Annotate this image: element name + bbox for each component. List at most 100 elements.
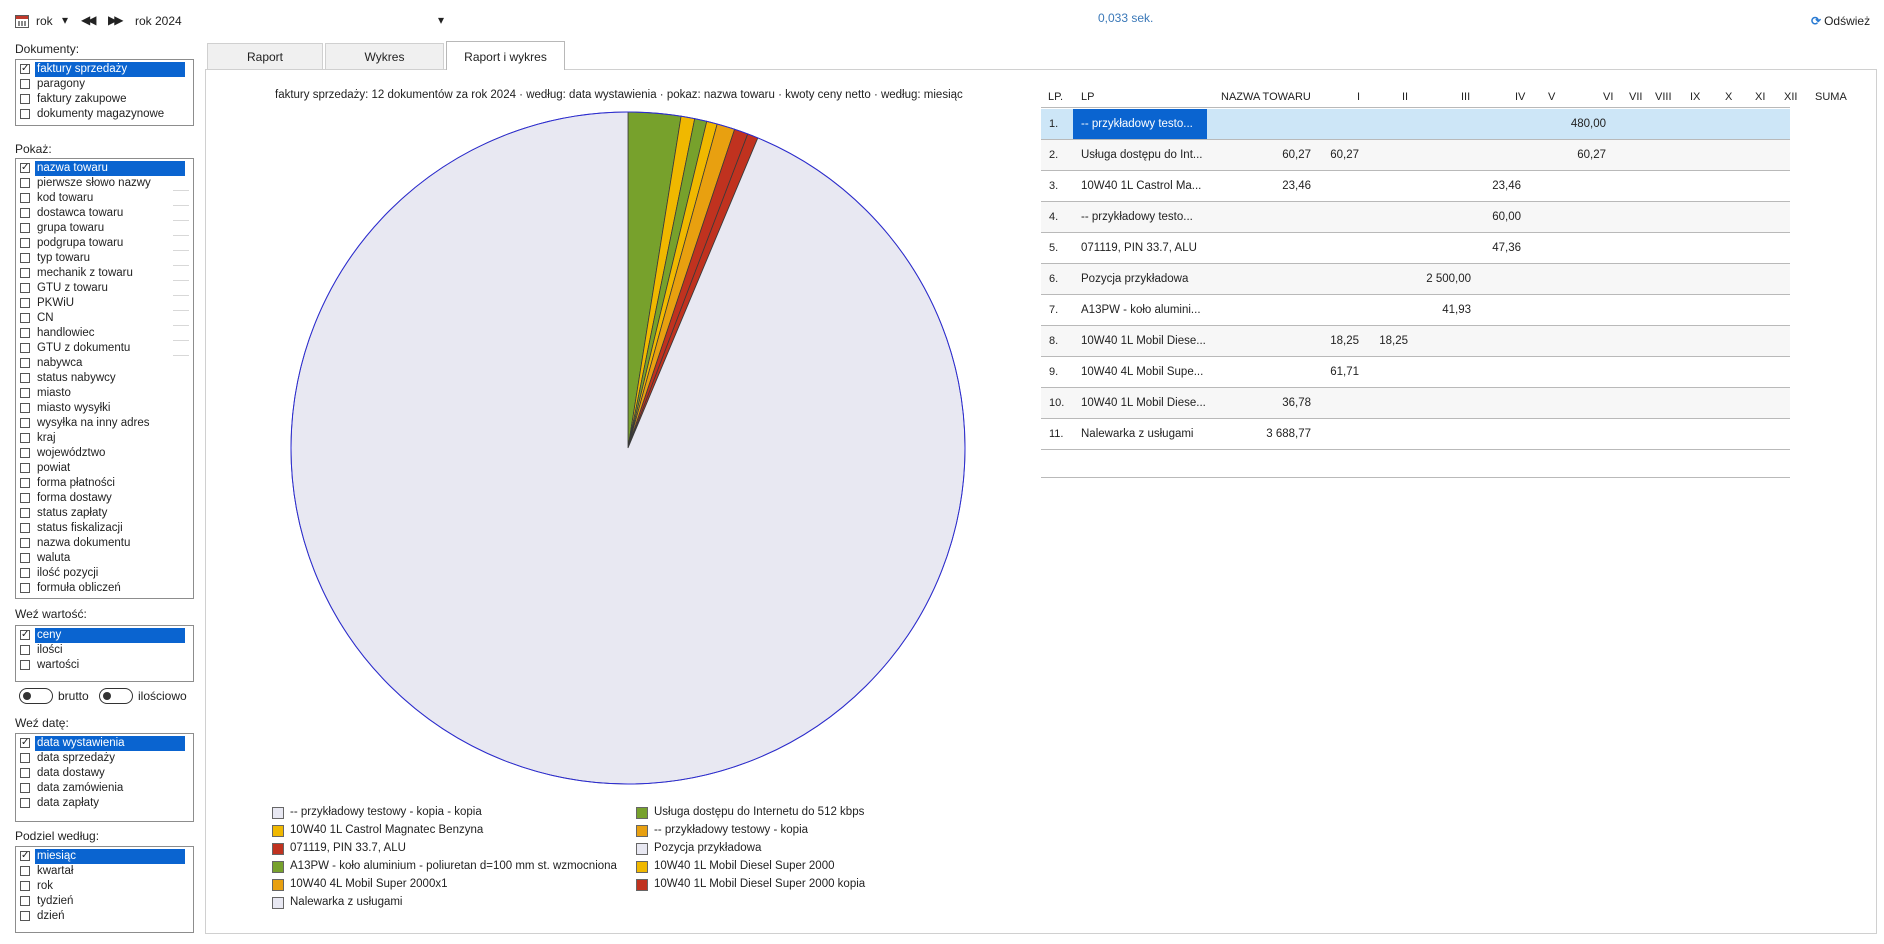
show-option[interactable]: miasto wysyłki [16, 401, 193, 416]
show-option[interactable]: dostawca towaru [16, 206, 193, 221]
product-name-cell[interactable]: A13PW - koło alumini... [1081, 304, 1201, 316]
checkbox[interactable] [20, 493, 30, 503]
checkbox[interactable] [20, 268, 30, 278]
show-option[interactable]: nazwa dokumentu [16, 536, 193, 551]
column-header[interactable]: VIII [1655, 91, 1672, 103]
show-option[interactable]: nazwa towaru [16, 160, 193, 177]
split-option[interactable]: miesiąc [16, 848, 193, 865]
column-header[interactable]: NAZWA TOWARU [1221, 91, 1311, 103]
table-row[interactable]: 7. A13PW - koło alumini... 41,93 [1041, 295, 1790, 326]
checkbox[interactable] [20, 508, 30, 518]
table-row[interactable]: 9. 10W40 4L Mobil Supe... 61,71 [1041, 357, 1790, 388]
checkbox[interactable] [20, 448, 30, 458]
split-option[interactable]: dzień [16, 909, 193, 924]
checkbox[interactable] [20, 253, 30, 263]
column-header[interactable]: LP. [1048, 91, 1064, 103]
column-header[interactable]: IX [1690, 91, 1701, 103]
checkbox[interactable] [20, 798, 30, 808]
split-option[interactable]: tydzień [16, 894, 193, 909]
table-row[interactable]: 11. Nalewarka z usługami 3 688,77 [1041, 419, 1790, 450]
checkbox[interactable] [20, 298, 30, 308]
show-option[interactable]: forma płatności [16, 476, 193, 491]
checkbox[interactable] [20, 328, 30, 338]
checkbox[interactable] [20, 433, 30, 443]
checkbox[interactable] [20, 538, 30, 548]
column-header[interactable]: III [1461, 91, 1471, 103]
checkbox[interactable] [20, 418, 30, 428]
show-option[interactable]: CN [16, 311, 193, 326]
checkbox[interactable] [20, 627, 30, 642]
column-header[interactable]: II [1402, 91, 1409, 103]
product-name-cell[interactable]: -- przykładowy testo... [1081, 211, 1193, 223]
date-option[interactable]: data dostawy [16, 766, 193, 781]
column-header[interactable]: XII [1784, 91, 1798, 103]
period-type-select[interactable]: rok [36, 14, 53, 28]
show-option[interactable]: miasto [16, 386, 193, 401]
checkbox[interactable] [20, 896, 30, 906]
column-header[interactable]: VII [1629, 91, 1643, 103]
checkbox[interactable] [20, 478, 30, 488]
table-row[interactable]: 8. 10W40 1L Mobil Diese... 18,25 18,25 [1041, 326, 1790, 357]
product-name-cell[interactable]: Nalewarka z usługami [1081, 428, 1194, 440]
table-row[interactable]: 4. -- przykładowy testo... 60,00 [1041, 202, 1790, 233]
tab-raport-i-wykres[interactable]: Raport i wykres [446, 41, 565, 70]
show-option[interactable]: GTU z dokumentu [16, 341, 193, 356]
documents-option[interactable]: paragony [16, 77, 193, 92]
checkbox[interactable] [20, 388, 30, 398]
checkbox[interactable] [20, 523, 30, 533]
values-option[interactable]: ceny [16, 627, 193, 644]
checkbox[interactable] [20, 645, 30, 655]
checkbox[interactable] [20, 583, 30, 593]
checkbox[interactable] [20, 753, 30, 763]
checkbox[interactable] [20, 881, 30, 891]
documents-option[interactable]: faktury zakupowe [16, 92, 193, 107]
checkbox[interactable] [20, 735, 30, 750]
values-option[interactable]: wartości [16, 658, 193, 673]
checkbox[interactable] [20, 358, 30, 368]
product-name-cell[interactable]: Usługa dostępu do Int... [1081, 149, 1203, 161]
checkbox[interactable] [20, 553, 30, 563]
checkbox[interactable] [20, 193, 30, 203]
show-option[interactable]: typ towaru [16, 251, 193, 266]
split-option[interactable]: rok [16, 879, 193, 894]
show-option[interactable]: ilość pozycji [16, 566, 193, 581]
show-option[interactable]: kod towaru [16, 191, 193, 206]
brutto-toggle[interactable] [19, 688, 53, 704]
checkbox[interactable] [20, 783, 30, 793]
documents-option[interactable]: dokumenty magazynowe [16, 107, 193, 122]
checkbox[interactable] [20, 94, 30, 104]
date-option[interactable]: data zamówienia [16, 781, 193, 796]
next-icon[interactable]: ▶▶ [108, 13, 124, 27]
product-name-cell[interactable]: 10W40 1L Mobil Diese... [1081, 335, 1206, 347]
split-option[interactable]: kwartał [16, 864, 193, 879]
column-header[interactable]: LP [1081, 91, 1095, 103]
refresh-button[interactable]: ⟳ Odśwież [1811, 14, 1870, 28]
table-row[interactable]: 6. Pozycja przykładowa 2 500,00 [1041, 264, 1790, 295]
show-option[interactable]: nabywca [16, 356, 193, 371]
checkbox[interactable] [20, 61, 30, 76]
show-option[interactable]: podgrupa towaru [16, 236, 193, 251]
checkbox[interactable] [20, 463, 30, 473]
product-name-cell[interactable]: 10W40 1L Mobil Diese... [1081, 397, 1206, 409]
product-name-cell[interactable]: 10W40 1L Castrol Ma... [1081, 180, 1202, 192]
show-option[interactable]: forma dostawy [16, 491, 193, 506]
tab-raport[interactable]: Raport [207, 43, 323, 70]
show-option[interactable]: wysyłka na inny adres [16, 416, 193, 431]
values-option[interactable]: ilości [16, 643, 193, 658]
show-option[interactable]: kraj [16, 431, 193, 446]
checkbox[interactable] [20, 178, 30, 188]
checkbox[interactable] [20, 403, 30, 413]
checkbox[interactable] [20, 79, 30, 89]
dropdown-icon[interactable]: ▾ [62, 13, 69, 27]
show-option[interactable]: grupa towaru [16, 221, 193, 236]
date-option[interactable]: data sprzedaży [16, 751, 193, 766]
table-row[interactable]: 10. 10W40 1L Mobil Diese... 36,78 [1041, 388, 1790, 419]
tab-wykres[interactable]: Wykres [325, 43, 444, 70]
checkbox[interactable] [20, 343, 30, 353]
show-option[interactable]: mechanik z towaru [16, 266, 193, 281]
column-header[interactable]: X [1725, 91, 1733, 103]
show-option[interactable]: status nabywcy [16, 371, 193, 386]
checkbox[interactable] [20, 109, 30, 119]
date-option[interactable]: data wystawienia [16, 735, 193, 752]
checkbox[interactable] [20, 373, 30, 383]
